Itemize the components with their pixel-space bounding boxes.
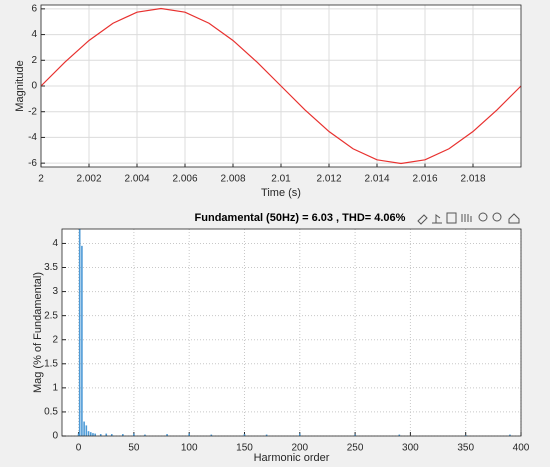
y-tick-label: 2 xyxy=(52,334,58,345)
bar xyxy=(354,434,356,436)
x-tick-label: 2 xyxy=(38,174,44,185)
x-tick-label: 2.004 xyxy=(124,174,149,185)
y-tick-label: 4 xyxy=(52,238,58,249)
bar xyxy=(92,433,94,436)
datatip-icon[interactable] xyxy=(432,214,442,224)
bar xyxy=(265,434,268,436)
y-tick-label: 3.5 xyxy=(44,262,58,273)
bar xyxy=(243,434,246,436)
bar xyxy=(78,229,81,436)
y-tick-label: 1.5 xyxy=(44,358,58,369)
y-tick-label: -2 xyxy=(28,106,37,117)
bar xyxy=(210,434,213,436)
bar xyxy=(509,434,511,436)
zoom-in-icon[interactable] xyxy=(478,212,488,222)
x-tick-label: 2.012 xyxy=(316,174,341,185)
bar xyxy=(87,431,90,436)
bar xyxy=(105,433,108,436)
y-tick-label: 4 xyxy=(31,29,37,40)
x-tick-label: 100 xyxy=(181,443,198,454)
x-tick-label: 2.006 xyxy=(172,174,197,185)
bars xyxy=(77,229,511,436)
bar xyxy=(77,433,80,436)
bar xyxy=(188,433,190,436)
y-tick-label: 0.5 xyxy=(44,407,58,418)
pan-icon[interactable] xyxy=(461,214,472,222)
y-tick-label: -4 xyxy=(28,132,37,143)
x-axis-label: Harmonic order xyxy=(254,452,330,464)
data-line xyxy=(40,7,522,165)
bar xyxy=(99,434,102,436)
y-axis-label: Magnitude xyxy=(14,60,26,111)
y-tick-label: 6 xyxy=(31,3,37,14)
y-tick-label: 2 xyxy=(31,55,37,66)
toolbar[interactable] xyxy=(417,212,520,225)
bar xyxy=(85,425,88,436)
x-tick-label: 250 xyxy=(347,443,364,454)
zoom-out-icon[interactable] xyxy=(492,212,502,222)
y-tick-label: 0 xyxy=(52,431,58,442)
bar xyxy=(110,434,113,436)
x-tick-label: 2.008 xyxy=(220,174,245,185)
bar xyxy=(464,435,467,436)
brush-icon[interactable] xyxy=(417,214,428,225)
x-tick-label: 2.014 xyxy=(364,174,389,185)
x-tick-label: 2.01 xyxy=(271,174,291,185)
x-tick-label: 50 xyxy=(128,443,140,454)
bar xyxy=(94,433,96,436)
x-tick-label: 300 xyxy=(402,443,419,454)
y-tick-label: 3 xyxy=(52,286,58,297)
x-tick-label: 200 xyxy=(291,443,308,454)
x-tick-label: 0 xyxy=(76,443,82,454)
x-tick-label: 350 xyxy=(457,443,474,454)
x-tick-label: 2.002 xyxy=(76,174,101,185)
y-tick-label: 2.5 xyxy=(44,310,58,321)
y-tick-label: -6 xyxy=(28,158,37,169)
bar xyxy=(89,432,92,436)
x-tick-label: 2.018 xyxy=(460,174,485,185)
x-tick-label: 400 xyxy=(513,443,530,454)
plot-frame xyxy=(61,228,522,437)
bar xyxy=(398,434,401,436)
plot-frame xyxy=(40,4,522,168)
bar xyxy=(133,433,135,436)
y-tick-label: 1 xyxy=(52,383,58,394)
bar xyxy=(298,433,301,436)
chart-title: Fundamental (50Hz) = 6.03 , THD= 4.06% xyxy=(195,212,406,224)
bar xyxy=(83,421,85,436)
bar xyxy=(166,434,168,436)
y-tick-label: 0 xyxy=(31,81,37,92)
x-tick-label: 150 xyxy=(236,443,253,454)
bar xyxy=(122,434,124,436)
bar xyxy=(144,434,146,436)
x-axis-label: Time (s) xyxy=(261,187,301,199)
home-icon[interactable] xyxy=(508,213,520,224)
bar xyxy=(81,245,83,436)
save-icon[interactable] xyxy=(446,212,457,224)
plot-area xyxy=(62,229,521,436)
y-axis-label: Mag (% of Fundamental) xyxy=(32,272,44,393)
x-tick-label: 2.016 xyxy=(412,174,437,185)
